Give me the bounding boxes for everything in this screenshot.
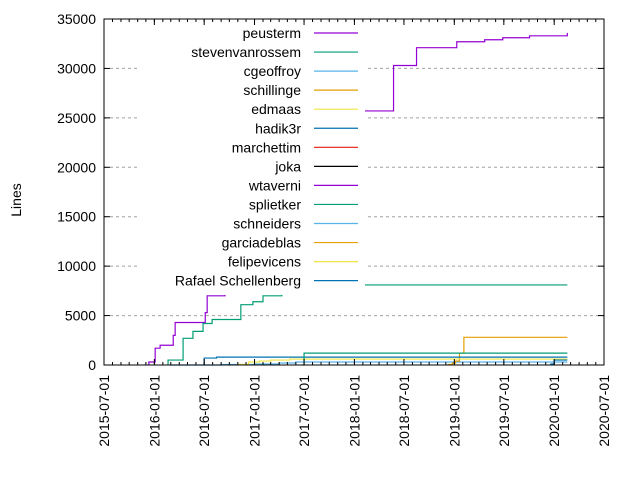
y-tick-label: 15000 <box>57 209 96 225</box>
legend-label: felipevicens <box>228 254 301 270</box>
grid <box>104 67 604 317</box>
legend: peusterm stevenvanrossem cgeoffroy schillin… <box>140 23 365 295</box>
x-tick-label: 2018-07-01 <box>396 375 412 447</box>
x-tick-label: 2016-01-01 <box>146 375 162 447</box>
x-tick-label: 2017-01-01 <box>247 375 263 447</box>
legend-label: schillinge <box>243 82 301 98</box>
y-tick-label: 20000 <box>57 159 96 175</box>
x-tick-label: 2017-07-01 <box>296 375 312 447</box>
legend-label: marchettim <box>232 139 301 155</box>
legend-label: cgeoffroy <box>244 63 301 79</box>
legend-label: garciadeblas <box>222 235 301 251</box>
y-tick-label: 25000 <box>57 110 96 126</box>
y-tick-label: 0 <box>88 357 96 373</box>
legend-label: hadik3r <box>255 120 301 136</box>
y-axis-label: Lines <box>8 183 24 216</box>
legend-label: edmaas <box>251 101 301 117</box>
legend-label: stevenvanrossem <box>191 44 301 60</box>
x-tick-label: 2019-07-01 <box>496 375 512 447</box>
y-tick-label: 35000 <box>57 11 96 27</box>
x-tick-label: 2019-01-01 <box>446 375 462 447</box>
legend-label: joka <box>274 158 301 174</box>
x-tick-label: 2020-01-01 <box>546 375 562 447</box>
series-line-schillinge <box>447 336 568 366</box>
legend-label: splietker <box>249 196 301 212</box>
axes: 0 5000 10000 15000 20000 25000 30000 35000 2015-… <box>57 11 612 447</box>
legend-background <box>140 23 365 295</box>
x-tick-label: 2020-07-01 <box>596 375 612 447</box>
x-tick-label: 2016-07-01 <box>196 375 212 447</box>
y-tick-label: 30000 <box>57 60 96 76</box>
legend-label: peusterm <box>243 25 301 41</box>
x-tick-label: 2018-01-01 <box>346 375 362 447</box>
x-tick-label: 2015-07-01 <box>96 375 112 447</box>
y-tick-label: 5000 <box>65 308 96 324</box>
legend-label: schneiders <box>233 216 301 232</box>
y-tick-label: 10000 <box>57 258 96 274</box>
legend-label: wtaverni <box>248 177 301 193</box>
plot-border <box>103 18 605 366</box>
legend-label: Rafael Schellenberg <box>175 273 301 289</box>
